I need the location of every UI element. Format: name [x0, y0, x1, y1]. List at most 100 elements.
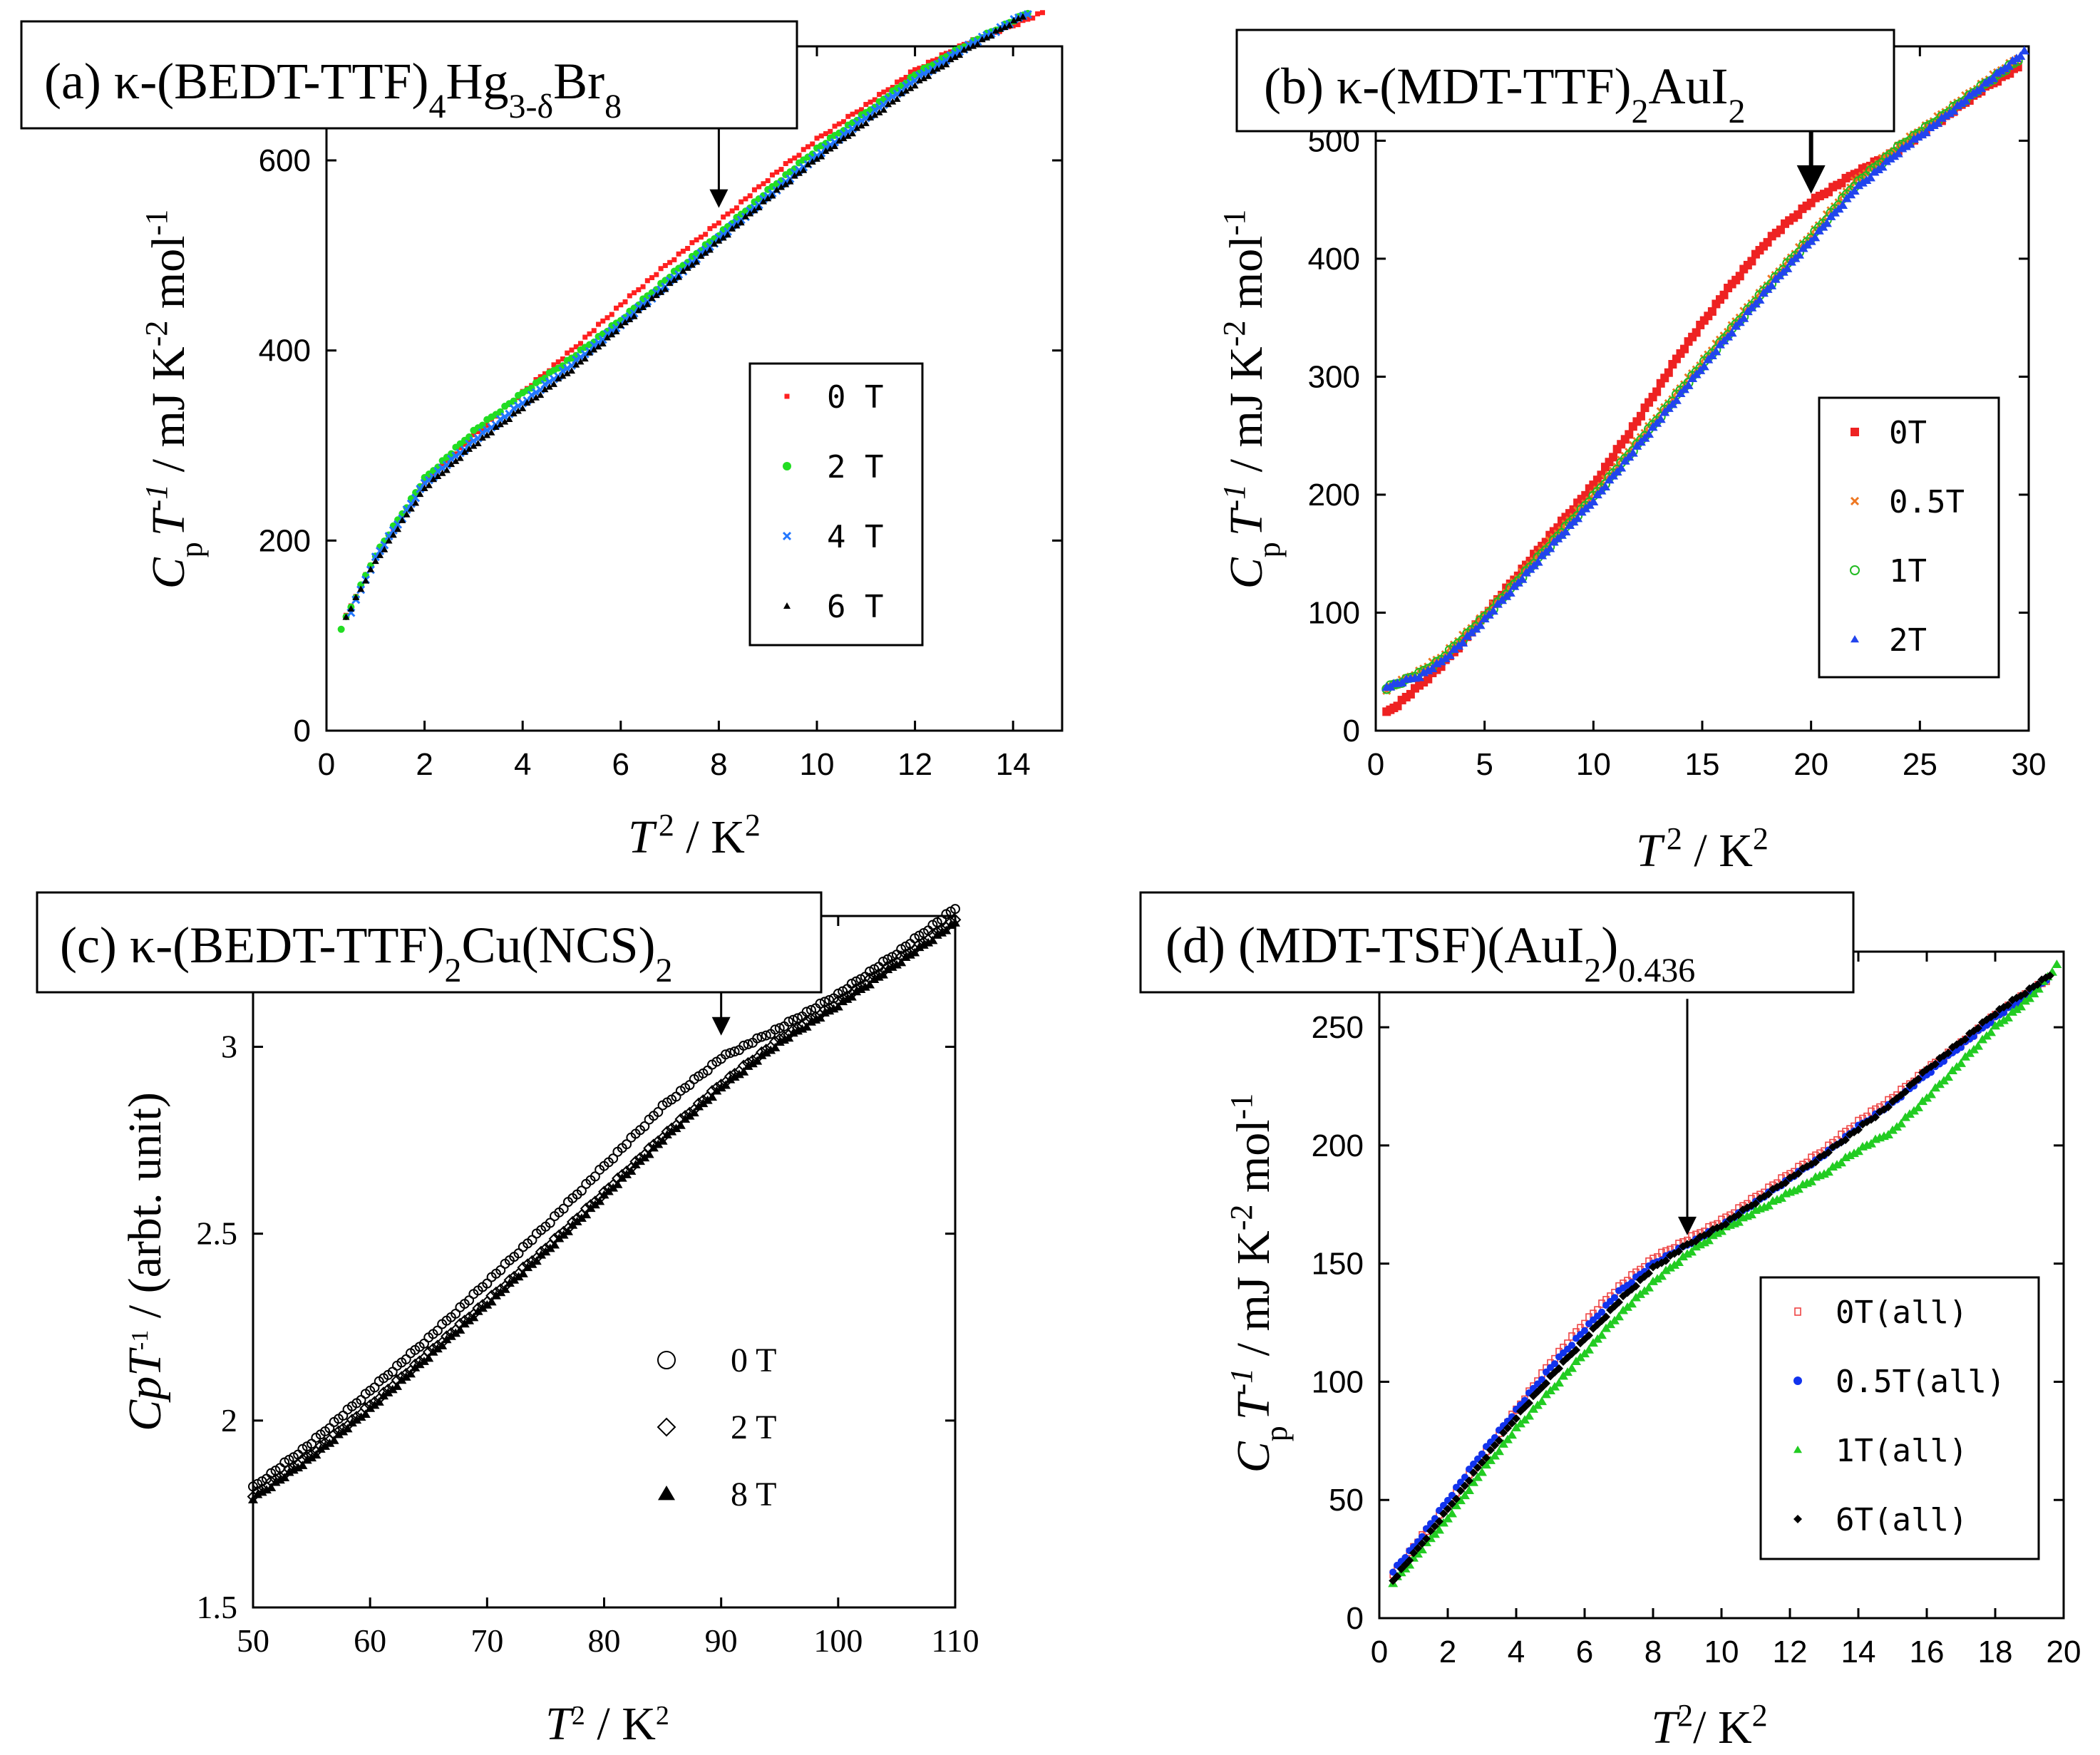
panel-a-point	[701, 249, 709, 256]
panel-b-point	[1444, 650, 1455, 659]
panel-a-point	[510, 410, 518, 417]
panel-b-point	[1427, 664, 1438, 673]
panel-c-point	[414, 1359, 425, 1369]
panel-c-point	[657, 1136, 668, 1145]
panel-a-point	[412, 499, 420, 506]
panel-c-point	[783, 1033, 794, 1042]
panel-c-point	[365, 1403, 376, 1412]
panel-b-point	[1980, 78, 1990, 87]
panel-a-point	[774, 169, 780, 175]
panel-b-point	[1794, 249, 1805, 259]
panel-d-point	[1581, 1327, 1588, 1334]
panel-a-point	[862, 119, 870, 126]
panel-b-point	[1782, 263, 1793, 272]
panel-a-point	[907, 84, 915, 91]
panel-a-legend-label: 6 T	[827, 589, 883, 625]
panel-a-point	[550, 380, 557, 387]
panel-c-point	[729, 1072, 740, 1081]
panel-d-point	[1478, 1450, 1486, 1458]
panel-d-point	[1469, 1468, 1478, 1477]
panel-a-point	[537, 374, 543, 379]
panel-b-legend-item: 0.5T	[1850, 484, 1965, 520]
panel-b-point	[1944, 108, 1955, 118]
panel-c-point	[927, 935, 938, 945]
panel-a-point	[478, 428, 487, 437]
panel-d-point	[1746, 1210, 1756, 1219]
panel-c-point	[851, 987, 862, 996]
panel-b-legend: 0T 0.5T 1T 2T	[1850, 415, 1965, 659]
panel-d-legend-item: 0T(all)	[1794, 1295, 1967, 1331]
panel-d-point	[1568, 1342, 1575, 1349]
panel-c-point	[315, 1443, 326, 1453]
panel-d-x-tick-label: 14	[1841, 1635, 1876, 1669]
panel-a-point	[639, 304, 647, 311]
panel-a-point	[654, 272, 659, 277]
panel-a-point	[591, 328, 597, 334]
panel-a-point	[644, 300, 652, 307]
panel-d-point	[1704, 1235, 1714, 1245]
panel-c-point	[423, 1353, 434, 1362]
panel-a-point	[416, 490, 424, 498]
panel-a-point	[505, 416, 513, 423]
panel-a-point	[614, 305, 619, 311]
panel-d-point	[2016, 1002, 2026, 1011]
panel-b-point	[1735, 272, 1744, 281]
panel-a-point	[604, 334, 612, 341]
panel-b-legend-item: 1T	[1850, 553, 1927, 590]
panel-b-point	[1739, 313, 1749, 322]
panel-c-point	[329, 1435, 339, 1444]
panel-b-point	[1707, 307, 1716, 316]
panel-b-point	[1625, 430, 1634, 439]
panel-a-legend-marker	[784, 393, 790, 399]
panel-c-legend-item: 0 T	[657, 1342, 776, 1379]
panel-d-point	[1481, 1460, 1491, 1469]
panel-b-point	[1987, 73, 1998, 83]
panel-c-point	[558, 1203, 569, 1214]
panel-c-x-axis-label: T2 / K2	[545, 1698, 669, 1750]
panel-d-point	[1490, 1451, 1500, 1460]
panel-d-point	[1409, 1548, 1418, 1558]
panel-a-point	[632, 290, 637, 296]
panel-a-point	[795, 169, 803, 176]
panel-a-series-3	[342, 13, 1026, 620]
panel-d-point	[1392, 1572, 1401, 1581]
panel-a-point	[743, 196, 748, 202]
panel-d-point	[1602, 1312, 1610, 1322]
panel-a-point	[1030, 15, 1036, 21]
panel-d-point	[1486, 1455, 1496, 1464]
panel-d-point	[1678, 1252, 1688, 1261]
panel-a-point	[685, 246, 691, 252]
panel-a-point	[822, 147, 830, 154]
panel-c-point	[468, 1312, 479, 1322]
panel-d-point	[1543, 1368, 1550, 1376]
panel-d-point	[1503, 1434, 1513, 1443]
panel-a-point	[925, 72, 932, 79]
panel-a-point	[786, 177, 794, 185]
panel-d-point	[1447, 1508, 1457, 1518]
panel-d-point	[1716, 1226, 1726, 1235]
panel-c-point	[622, 1139, 632, 1150]
panel-a-point	[917, 66, 922, 71]
panel-a-point	[652, 292, 660, 299]
panel-a-point	[853, 124, 861, 131]
panel-a-point	[1005, 21, 1013, 29]
panel-d-point	[1836, 1158, 1846, 1167]
panel-b-point	[1616, 463, 1627, 472]
panel-b-x-tick-label: 25	[1903, 747, 1937, 782]
panel-b-point	[1644, 429, 1654, 438]
panel-a-point	[826, 145, 834, 152]
panel-a-point	[751, 187, 757, 192]
panel-b-point	[1849, 186, 1860, 195]
panel-a-point	[854, 109, 860, 115]
panel-d-point	[1662, 1256, 1670, 1265]
panel-c-point	[576, 1185, 587, 1196]
panel-b-point	[1905, 139, 1915, 148]
panel-d-point	[1764, 1190, 1773, 1199]
panel-d-point	[1632, 1282, 1640, 1291]
panel-c-point	[495, 1265, 506, 1275]
panel-a-y-axis-label: CpT-1 / mJ K-2 mol-1	[139, 210, 209, 589]
panel-d-point	[1931, 1059, 1940, 1069]
panel-c-point	[401, 1371, 411, 1381]
panel-c-point	[374, 1397, 384, 1406]
panel-c-point	[248, 1495, 258, 1504]
